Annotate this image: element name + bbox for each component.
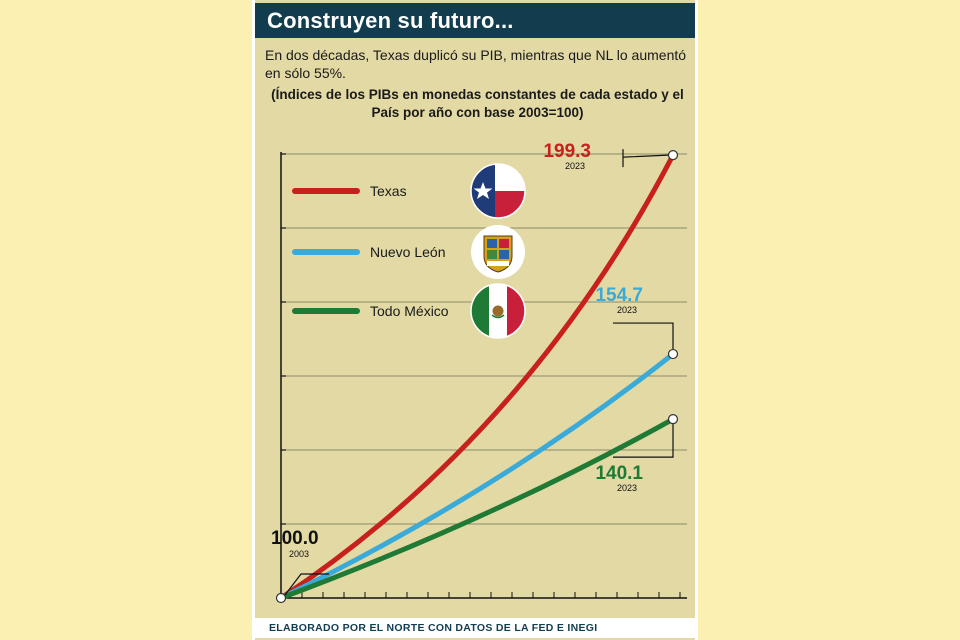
chart-legend: Texas Nuevo León <box>292 163 526 339</box>
end-marker-nuevo-leon <box>667 348 679 360</box>
end-marker-todo-mexico <box>667 414 679 425</box>
chart-markers <box>275 150 679 604</box>
series-line-texas <box>278 152 676 601</box>
mexico-flag-icon <box>470 283 526 339</box>
infographic-card: Construyen su futuro... En dos décadas, … <box>252 0 698 640</box>
end-marker-texas <box>667 150 679 161</box>
start-year-label: 2003 <box>289 549 309 559</box>
legend-label-todo-mexico: Todo México <box>370 303 449 319</box>
end-year-label-texas: 2023 <box>565 161 585 171</box>
legend-item-nuevo-leon: Nuevo León <box>292 225 525 279</box>
series-line-nuevo-leon <box>278 351 676 601</box>
start-value-label: 100.0 <box>271 528 319 549</box>
end-value-label-nuevo-leon: 154.7 <box>595 285 643 306</box>
leader-line-nuevo-leon <box>613 322 674 350</box>
end-value-label-todo-mexico: 140.1 <box>595 463 643 484</box>
start-leader-line <box>284 573 329 596</box>
leader-line-todo-mexico <box>613 424 674 458</box>
page-title: Construyen su futuro... <box>255 3 695 38</box>
legend-item-texas: Texas <box>292 163 526 219</box>
chart-axes <box>280 152 687 599</box>
end-value-label-texas: 199.3 <box>543 141 591 162</box>
start-marker <box>275 592 287 604</box>
legend-label-texas: Texas <box>370 183 407 199</box>
legend-item-todo-mexico: Todo México <box>292 283 526 339</box>
leader-line-texas <box>622 149 669 168</box>
end-year-label-todo-mexico: 2023 <box>617 483 637 493</box>
texas-flag-icon <box>470 163 526 219</box>
subtitle: En dos décadas, Texas duplicó su PIB, mi… <box>265 47 687 81</box>
series-line-todo-mexico <box>278 416 676 601</box>
source-credit: ELABORADO POR EL NORTE CON DATOS DE LA F… <box>255 618 695 638</box>
nuevo-leon-coat-of-arms-icon <box>471 225 525 279</box>
chart-lines <box>278 152 676 601</box>
end-year-label-nuevo-leon: 2023 <box>617 305 637 315</box>
legend-label-nuevo-leon: Nuevo León <box>370 244 446 260</box>
chart-note: (Índices de los PIBs en monedas constant… <box>271 87 684 120</box>
